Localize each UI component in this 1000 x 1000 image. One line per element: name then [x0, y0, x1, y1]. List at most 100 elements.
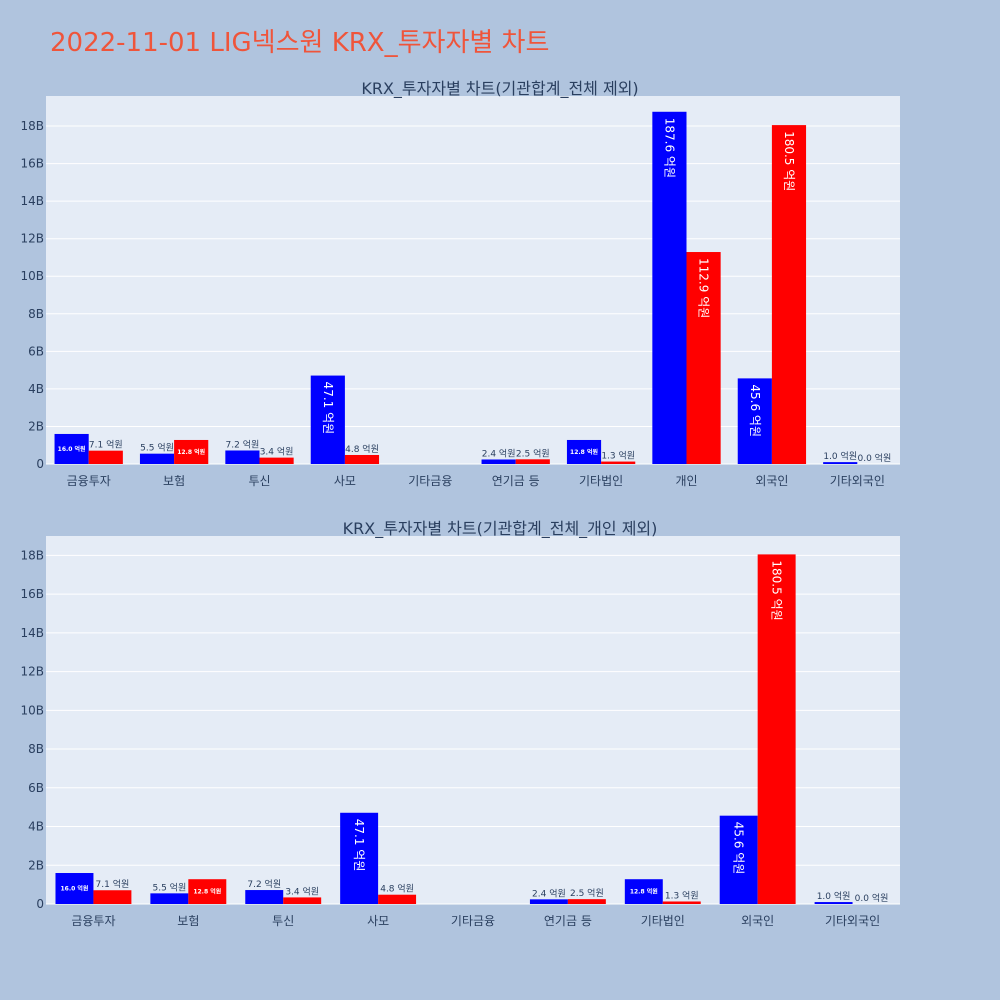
data-label: 2.4 억원 [532, 887, 566, 899]
data-label: 12.8 억원 [193, 888, 221, 896]
x-tick-label: 연기금 등 [544, 914, 592, 928]
x-tick-label: 사모 [334, 474, 356, 488]
bar [814, 902, 853, 904]
x-tick-label: 금융투자 [71, 914, 115, 928]
x-tick-label: 기타법인 [579, 474, 623, 488]
x-tick-label: 기타금융 [408, 474, 452, 488]
data-label: 1.0 억원 [817, 890, 851, 902]
data-label: 3.4 억원 [285, 885, 319, 897]
data-label: 7.1 억원 [96, 878, 130, 890]
y-tick-label: 12B [20, 232, 44, 246]
chart-no-institution-total: 0 2B 4B 6B 8B 10B 12B 14B 16B 18B KRX_투자자별 차트(기관합계… [20, 79, 900, 488]
bar [188, 879, 227, 904]
data-label: 2.5 억원 [570, 887, 604, 899]
data-label: 45.6 억원 [732, 822, 746, 875]
bar [174, 439, 209, 464]
bar [686, 252, 721, 464]
data-label: 2.4 억원 [482, 447, 516, 459]
x-tick-label: 투신 [248, 474, 270, 488]
x-tick-label: 기타외국인 [825, 914, 880, 928]
data-label: 12.8 억원 [177, 448, 205, 456]
data-label: 16.0 억원 [60, 885, 88, 893]
data-label: 1.3 억원 [601, 450, 635, 462]
bar [567, 899, 606, 904]
bar [54, 433, 89, 464]
y-tick-label: 2B [28, 419, 44, 433]
chart-no-institution-total-no-individual: 0 2B 4B 6B 8B 10B 12B 14B 16B 18B KRX_투자자별 차트(기관합계… [20, 519, 900, 928]
y-tick-label: 14B [20, 194, 44, 208]
y-tick-label: 12B [20, 665, 44, 679]
bar [344, 454, 380, 464]
y-tick-label: 14B [20, 626, 44, 640]
bar [823, 462, 858, 464]
y-tick-label: 10B [20, 269, 44, 283]
bar [566, 439, 602, 464]
bar [529, 899, 568, 904]
data-label: 5.5 억원 [140, 442, 174, 454]
y-tick-label: 4B [28, 820, 44, 834]
bar [662, 901, 701, 904]
data-label: 12.8 억원 [630, 888, 658, 896]
x-tick-label: 연기금 등 [492, 474, 540, 488]
y-tick-label: 16B [20, 587, 44, 601]
page-title: 2022-11-01 LIG넥스원 KRX_투자자별 차트 [50, 28, 550, 58]
y-tick-label: 18B [20, 548, 44, 562]
y-tick-label: 0 [36, 457, 44, 471]
data-label: 0.0 억원 [855, 892, 889, 904]
y-tick-label: 2B [28, 858, 44, 872]
bar [481, 459, 516, 464]
y-tick-label: 16B [20, 157, 44, 171]
bar [624, 879, 663, 904]
data-label: 112.9 억원 [697, 258, 711, 318]
data-label: 47.1 억원 [321, 382, 335, 435]
x-tick-label: 보험 [177, 914, 199, 928]
bar [93, 890, 132, 904]
bar [225, 450, 260, 464]
y-tick-label: 0 [36, 897, 44, 911]
bar [88, 450, 123, 464]
bar [150, 893, 189, 904]
chart-title: KRX_투자자별 차트(기관합계_전체 제외) [361, 79, 638, 99]
bar [55, 873, 94, 904]
x-tick-label: 개인 [675, 474, 697, 488]
y-tick-label: 8B [28, 307, 44, 321]
x-tick-label: 투신 [272, 914, 294, 928]
bar [310, 375, 345, 464]
data-label: 2.5 억원 [516, 447, 550, 459]
bar [737, 378, 772, 464]
bar [378, 894, 417, 904]
bar [259, 457, 294, 464]
x-tick-label: 사모 [367, 914, 389, 928]
data-label: 45.6 억원 [748, 384, 762, 437]
x-tick-label: 외국인 [755, 474, 788, 488]
y-tick-label: 4B [28, 382, 44, 396]
data-label: 187.6 억원 [662, 118, 676, 178]
data-label: 16.0 억원 [58, 445, 86, 453]
x-tick-label: 기타금융 [451, 914, 495, 928]
data-label: 4.8 억원 [380, 883, 414, 895]
y-tick-label: 10B [20, 703, 44, 717]
data-label: 1.0 억원 [823, 450, 857, 462]
bar [340, 812, 379, 904]
x-tick-label: 기타법인 [641, 914, 685, 928]
data-label: 7.2 억원 [226, 438, 260, 450]
bar [719, 815, 758, 904]
data-label: 7.1 억원 [89, 439, 123, 451]
data-label: 7.2 억원 [247, 878, 281, 890]
chart-title: KRX_투자자별 차트(기관합계_전체_개인 제외) [343, 519, 658, 539]
data-label: 47.1 억원 [352, 819, 366, 872]
bar [515, 459, 550, 464]
y-tick-label: 8B [28, 742, 44, 756]
data-label: 12.8 억원 [570, 448, 598, 456]
x-tick-label: 금융투자 [67, 474, 111, 488]
data-label: 3.4 억원 [260, 446, 294, 458]
bar [601, 461, 636, 464]
data-label: 180.5 억원 [770, 560, 784, 620]
y-tick-label: 6B [28, 781, 44, 795]
y-tick-label: 6B [28, 344, 44, 358]
data-label: 4.8 억원 [345, 443, 379, 455]
bar [652, 111, 687, 464]
bar [757, 554, 796, 904]
x-tick-label: 보험 [163, 474, 185, 488]
y-tick-label: 18B [20, 119, 44, 133]
